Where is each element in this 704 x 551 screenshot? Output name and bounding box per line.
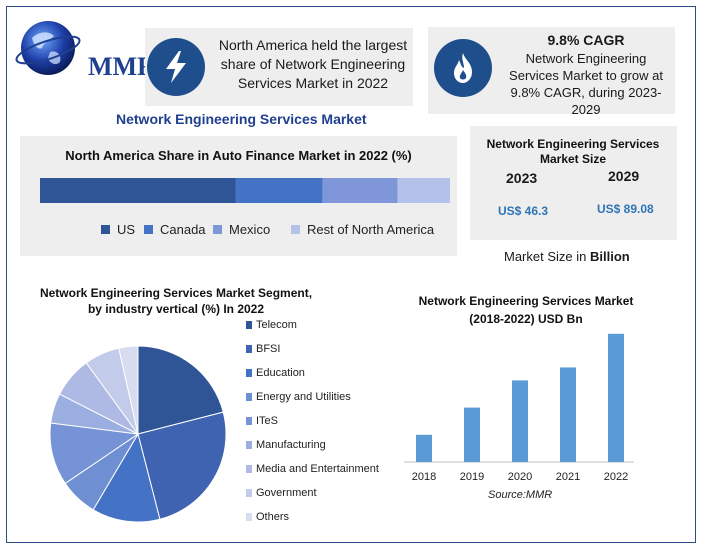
globe-icon	[15, 21, 81, 75]
x-tick-label: 2020	[508, 471, 532, 483]
market-bar-chart: 2018 2019 2020 2021 2022	[404, 333, 634, 483]
market-year-2029: 2029	[608, 168, 640, 184]
na-share-segment-canada	[235, 178, 323, 203]
na-legend-item: Rest of North America	[291, 222, 434, 237]
bar-title-line2: (2018-2022) USD Bn	[469, 312, 583, 326]
footnote-prefix: Market Size in	[504, 249, 590, 264]
pie-legend-item: ITeS	[246, 415, 278, 427]
pie-legend-label: Education	[256, 367, 305, 379]
na-legend-label: Rest of North America	[307, 222, 435, 237]
pie-slice-ites	[49, 422, 140, 485]
pie-title-line2: by industry vertical (%) In 2022	[87, 302, 265, 316]
na-legend-item: Mexico	[213, 222, 270, 237]
cagr-card: 9.8% CAGR Network Engineering Services M…	[428, 27, 675, 117]
x-tick-label: 2021	[556, 471, 580, 483]
bar-title-line1: Network Engineering Services Market	[418, 294, 634, 308]
bar-2021	[560, 367, 576, 462]
pie-legend-item: Government	[246, 487, 317, 499]
x-tick-label: 2018	[412, 471, 436, 483]
legend-swatch	[291, 225, 300, 234]
segment-pie-chart	[49, 345, 227, 523]
pie-legend-item: Telecom	[246, 319, 297, 331]
pie-legend-item: BFSI	[246, 343, 280, 355]
pie-legend-item: Others	[246, 511, 289, 523]
pie-slice-education	[92, 432, 161, 523]
na-share-segment-us	[40, 178, 236, 203]
pie-legend-item: Education	[246, 367, 305, 379]
highlight-card: North America held the largest share of …	[145, 28, 413, 106]
legend-swatch	[246, 513, 252, 521]
pie-legend-label: Manufacturing	[256, 439, 326, 451]
bar-2022	[608, 333, 624, 462]
bar-2018	[416, 434, 432, 462]
na-legend-label: US	[117, 222, 136, 237]
pie-legend-item: Energy and Utilities	[246, 391, 351, 403]
x-tick-label: 2022	[604, 471, 628, 483]
pie-slice-telecom	[137, 345, 224, 435]
market-value-2023: US$ 46.3	[498, 204, 549, 218]
legend-swatch	[246, 465, 252, 473]
na-legend-item: Canada	[144, 222, 206, 237]
cagr-text: Network Engineering Services Market to g…	[509, 51, 663, 117]
infographic-frame	[6, 6, 696, 543]
pie-legend-label: Energy and Utilities	[256, 391, 351, 403]
na-legend-item: US	[101, 222, 135, 237]
legend-swatch	[246, 321, 252, 329]
footnote-unit: Billion	[589, 249, 630, 264]
na-share-chart	[40, 178, 450, 203]
bar-title: Network Engineering Services Market (201…	[396, 292, 656, 328]
legend-swatch	[246, 441, 252, 449]
cagr-title: 9.8% CAGR	[547, 32, 625, 48]
legend-swatch	[213, 225, 222, 234]
pie-legend-label: Others	[256, 511, 290, 523]
legend-swatch	[246, 393, 252, 401]
x-tick-label: 2019	[460, 471, 484, 483]
pie-slice-bfsi	[137, 411, 227, 520]
na-share-segment-mexico	[322, 178, 398, 203]
na-share-card: North America Share in Auto Finance Mark…	[20, 136, 457, 256]
market-size-card: Network Engineering Services Market Size…	[470, 126, 677, 240]
market-size-title: Network Engineering Services Market Size	[486, 137, 660, 166]
mmr-logo: MMR	[14, 14, 156, 84]
legend-swatch	[246, 369, 252, 377]
pie-legend-label: ITeS	[256, 415, 279, 427]
na-share-title: North America Share in Auto Finance Mark…	[65, 148, 412, 163]
na-share-segment-rest-of-north-america	[397, 178, 450, 203]
market-size-footnote: Market Size in Billion	[504, 249, 630, 264]
market-value-2029: US$ 89.08	[597, 202, 654, 216]
pie-legend-label: BFSI	[256, 343, 281, 355]
legend-swatch	[246, 345, 252, 353]
bar-source: Source:MMR	[488, 489, 553, 501]
pie-legend-label: Media and Entertainment	[256, 463, 379, 475]
flame-icon	[434, 39, 492, 97]
bar-2019	[464, 407, 480, 462]
legend-swatch	[246, 417, 252, 425]
lightning-icon	[147, 38, 205, 96]
market-year-2023: 2023	[506, 170, 538, 186]
pie-title-line1: Network Engineering Services Market Segm…	[39, 286, 313, 300]
pie-legend-item: Media and Entertainment	[246, 463, 379, 475]
bar-2020	[512, 380, 528, 462]
highlight-text: North America held the largest share of …	[218, 37, 408, 91]
pie-slice-others	[118, 345, 139, 435]
pie-legend-item: Manufacturing	[246, 439, 326, 451]
legend-swatch	[144, 225, 153, 234]
pie-legend-label: Telecom	[256, 319, 297, 331]
pie-legend-label: Government	[256, 487, 317, 499]
na-legend-label: Canada	[160, 222, 206, 237]
logo-text: MMR	[88, 52, 156, 81]
pie-title: Network Engineering Services Market Segm…	[26, 285, 326, 317]
legend-swatch	[246, 489, 252, 497]
na-legend-label: Mexico	[229, 222, 271, 237]
main-title: Network Engineering Services Market	[116, 111, 367, 127]
legend-swatch	[101, 225, 110, 234]
